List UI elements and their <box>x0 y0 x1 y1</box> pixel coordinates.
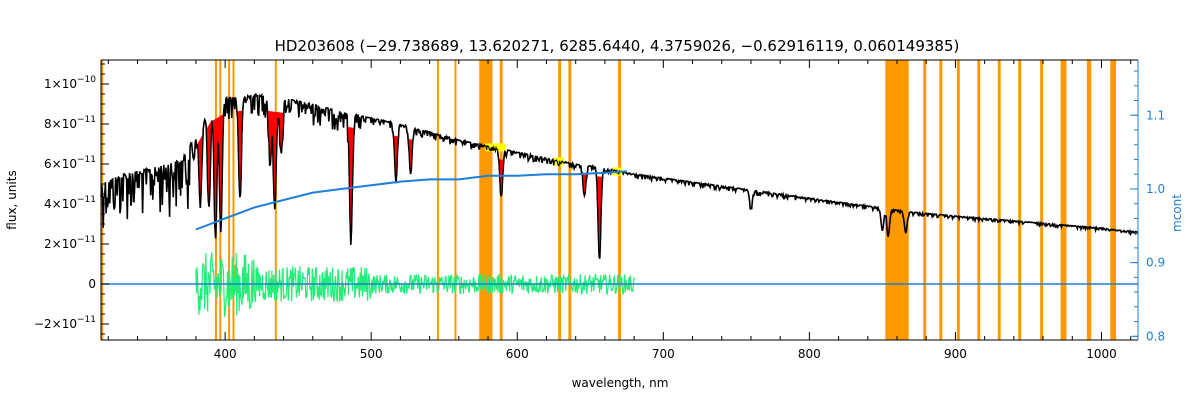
y-tick-label: 0 <box>88 277 96 291</box>
y2-tick-label: 1.1 <box>1146 108 1165 122</box>
model-highlight <box>485 143 506 152</box>
masked-region <box>479 60 493 340</box>
masked-region <box>568 60 572 340</box>
chart-title: HD203608 (−29.738689, 13.620271, 6285.64… <box>275 37 960 55</box>
masked-region <box>1040 60 1044 340</box>
masked-region <box>228 60 231 340</box>
y2-tick-label: 0.9 <box>1146 256 1165 270</box>
residuals-line <box>195 252 635 318</box>
masked-region <box>1086 60 1092 340</box>
continuum-curve <box>195 170 627 231</box>
masked-region <box>956 60 960 340</box>
x-tick-label: 400 <box>214 347 237 361</box>
masked-region <box>436 60 439 340</box>
model-fit <box>195 93 628 259</box>
model-observed-overlay <box>195 93 628 259</box>
masked-region <box>558 60 562 340</box>
x-axis-label: wavelength, nm <box>572 376 669 390</box>
x-tick-label: 900 <box>944 347 967 361</box>
masked-region <box>454 60 457 340</box>
masked-region <box>1060 60 1067 340</box>
masked-regions <box>101 60 1117 340</box>
x-tick-label: 800 <box>798 347 821 361</box>
masked-region <box>939 60 943 340</box>
y2-axis-label: mcont <box>1170 194 1184 232</box>
y-tick-label: 8×10−11 <box>44 115 96 131</box>
y-tick-label: 4×10−11 <box>44 195 96 211</box>
masked-region <box>499 60 503 340</box>
x-tick-label: 500 <box>360 347 383 361</box>
model-highlight <box>553 157 564 166</box>
y-axis-label: flux, units <box>5 170 19 229</box>
y2-tick-label: 0.8 <box>1146 329 1165 343</box>
x-tick-label: 600 <box>506 347 529 361</box>
x-tick-label: 700 <box>652 347 675 361</box>
y-tick-label: 2×10−11 <box>44 235 96 251</box>
y-tick-label: 6×10−11 <box>44 155 96 171</box>
model-fill-area <box>195 94 627 259</box>
masked-region <box>923 60 927 340</box>
masked-region <box>997 60 1001 340</box>
masked-region <box>1018 60 1022 340</box>
masked-region <box>977 60 981 340</box>
y-tick-label: 1×10−10 <box>44 75 96 91</box>
y-tick-label: −2×10−11 <box>34 315 96 331</box>
residuals <box>195 252 635 318</box>
continuum-line <box>101 170 1138 285</box>
masked-region <box>618 60 621 340</box>
masked-region <box>1110 60 1117 340</box>
masked-region <box>885 60 909 340</box>
axes: 400 500 600 700 800 900 1000 −2×10−11 0 2×10−11 4×… <box>34 59 1165 361</box>
y2-tick-label: 1.0 <box>1146 182 1165 196</box>
x-tick-label: 1000 <box>1086 347 1117 361</box>
masked-region <box>232 60 235 340</box>
